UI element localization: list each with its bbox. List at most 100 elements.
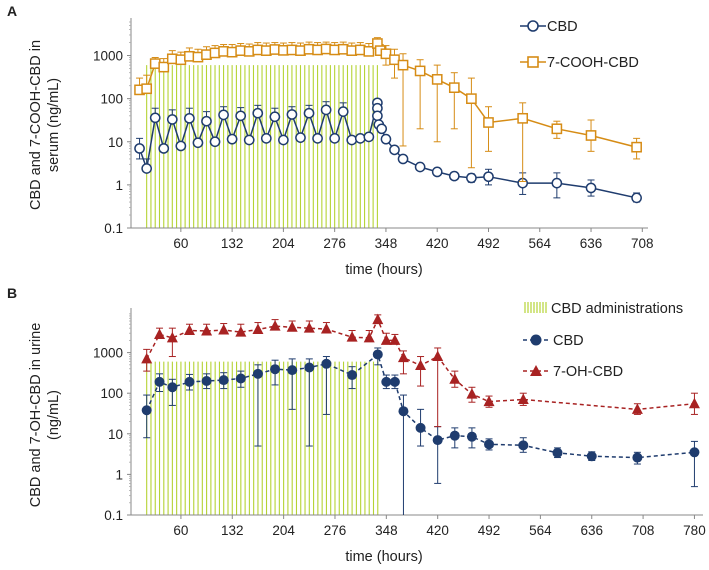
panel-b-cbd-point xyxy=(381,376,392,387)
panel-a-cbd-point xyxy=(175,140,187,152)
legend-a-cooh-label: 7-COOH-CBD xyxy=(547,55,639,71)
panel-a-cbd-point xyxy=(141,163,153,174)
panel-a-cbd-point xyxy=(414,161,426,173)
panel-a-cbd-point xyxy=(376,123,388,135)
panel-a-cbd-point xyxy=(551,177,563,189)
panel-b-y-tick-label: 10 xyxy=(108,427,123,442)
panel-b-legend: CBD administrations CBD 7-OH-CBD xyxy=(523,301,683,380)
panel-a-cbd-point xyxy=(218,109,229,121)
panel-b-cbd-point xyxy=(632,452,643,463)
panel-a-7-cooh-cbd-point xyxy=(397,59,409,71)
panel-a-x-tick-label: 708 xyxy=(631,236,654,251)
panel-b-7-oh-cbd-point xyxy=(252,323,264,335)
panel-b-7-oh-cbd-point xyxy=(372,313,384,325)
panel-a-cbd-point xyxy=(397,153,409,165)
legend-a-cbd-marker xyxy=(527,20,539,32)
panel-a-y-title-line1: CBD and 7-COOH-CBD in xyxy=(28,40,44,210)
panel-a-cbd-point xyxy=(158,143,170,154)
panel-b-7-oh-cbd-point xyxy=(432,350,444,362)
panel-a: A CBD and 7-COOH-CBD in serum (ng/mL) ti… xyxy=(7,3,654,278)
panel-b: B CBD and 7-OH-CBD in urine (ng/mL) time… xyxy=(7,285,706,565)
panel-b-7-oh-cbd-point xyxy=(235,326,247,337)
panel-b-x-tick-label: 132 xyxy=(221,523,244,538)
panel-b-7-oh-cbd-point xyxy=(397,351,409,363)
panel-b-cbd-point xyxy=(235,373,246,384)
legend-b-cbd-label: CBD xyxy=(553,333,584,349)
panel-b-cbd-point xyxy=(518,440,529,451)
panel-b-cbd-point xyxy=(466,431,477,442)
panel-b-x-tick-label: 348 xyxy=(375,523,398,538)
panel-a-cbd-point xyxy=(303,107,315,119)
panel-b-y-title-line2: (ng/mL) xyxy=(46,390,62,440)
panel-a-cbd-point xyxy=(372,110,383,122)
panel-b-cbd-point xyxy=(321,358,332,369)
panel-b-7-oh-cbd-point xyxy=(380,334,392,345)
panel-b-cbd-point xyxy=(398,406,409,417)
panel-a-cbd-point xyxy=(337,106,349,117)
panel-b-cbd-point xyxy=(347,370,358,381)
panel-b-x-tick-label: 204 xyxy=(272,523,295,538)
panel-b-cbd-point xyxy=(586,451,597,462)
panel-a-cbd-point xyxy=(269,111,281,123)
panel-b-cbd-point xyxy=(304,362,315,373)
panel-b-cbd-point xyxy=(449,430,460,441)
panel-b-series-cbd xyxy=(141,347,700,515)
panel-b-x-tick-label: 60 xyxy=(173,523,188,538)
panel-a-cbd-point xyxy=(235,110,247,122)
panel-b-7-oh-cbd-point xyxy=(303,322,315,333)
panel-a-cbd-point xyxy=(389,144,400,156)
panel-b-cbd-point xyxy=(167,382,178,393)
panel-a-x-tick-label: 276 xyxy=(323,236,346,251)
panel-a-y-tick-label: 0.1 xyxy=(104,221,123,236)
panel-a-7-cooh-cbd-point xyxy=(466,93,477,105)
panel-b-x-tick-label: 636 xyxy=(580,523,603,538)
panel-a-cbd-point xyxy=(134,143,145,154)
panel-a-plot: 0.1 1 10 100 1000 60 132 204 276 348 420 492 564 636 7… xyxy=(93,18,654,251)
panel-a-cbd-point xyxy=(466,172,477,184)
panel-a-cbd-point xyxy=(278,134,289,146)
panel-a-series-7-cooh-cbd xyxy=(134,37,642,182)
panel-a-cbd-point xyxy=(380,133,392,145)
panel-b-cbd-point xyxy=(270,364,281,375)
panel-a-cbd-point xyxy=(201,115,212,127)
panel-b-y-tick-label: 100 xyxy=(100,386,123,401)
panel-a-cbd-point xyxy=(483,171,494,183)
panel-a-cbd-point xyxy=(252,107,264,119)
panel-b-cbd-point xyxy=(415,422,426,433)
panel-a-cbd-point xyxy=(346,134,358,146)
panel-b-7-oh-cbd-point xyxy=(286,321,298,332)
panel-b-7-oh-cbd-point xyxy=(201,325,213,336)
panel-a-cbd-point xyxy=(431,166,443,178)
panel-b-cbd-point xyxy=(154,376,165,387)
panel-a-series-cbd xyxy=(134,97,642,204)
panel-b-cbd-point xyxy=(689,447,700,458)
panel-a-x-tick-label: 564 xyxy=(528,236,551,251)
panel-b-7-oh-cbd-point xyxy=(363,331,375,343)
panel-b-7-oh-cbd-point xyxy=(483,395,495,407)
panel-b-x-tick-label: 780 xyxy=(683,523,706,538)
panel-a-cbd-point xyxy=(631,192,642,204)
panel-a-x-tick-label: 492 xyxy=(477,236,500,251)
panel-a-x-tick-label: 132 xyxy=(221,236,244,251)
legend-a-cooh-marker xyxy=(527,56,539,68)
legend-b-cbd-marker xyxy=(530,334,542,346)
panel-b-x-tick-label: 276 xyxy=(324,523,347,538)
panel-b-7-oh-cbd-point xyxy=(631,403,643,414)
panel-b-7-oh-cbd-point xyxy=(154,328,166,339)
panel-b-7-oh-cbd-point xyxy=(218,324,230,335)
panel-b-series-7-oh-cbd xyxy=(141,313,700,428)
panel-b-7-oh-cbd-point xyxy=(389,334,401,345)
panel-b-7-oh-cbd-point xyxy=(183,324,195,336)
panel-a-cbd-point xyxy=(329,133,341,144)
panel-a-7-cooh-cbd-point xyxy=(414,65,426,77)
panel-a-y-title-line2: serum (ng/mL) xyxy=(46,78,62,172)
panel-b-7-oh-cbd-point xyxy=(517,393,529,404)
panel-a-cbd-point xyxy=(295,132,306,143)
panel-b-7-oh-cbd-point xyxy=(346,331,358,342)
panel-a-y-tick-label: 10 xyxy=(108,135,123,150)
panel-b-7-oh-cbd-point xyxy=(269,320,281,331)
panel-a-cbd-point xyxy=(260,133,272,144)
panel-b-y-tick-label: 0.1 xyxy=(104,508,123,523)
panel-b-7-oh-cbd-point xyxy=(449,373,461,384)
